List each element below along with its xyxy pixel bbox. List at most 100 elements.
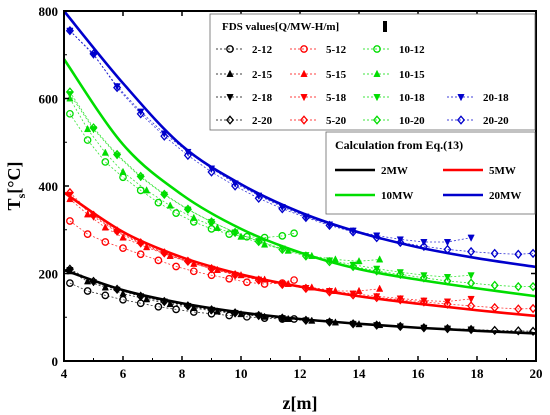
fds-legend-entry-10-15: 10-15 (363, 69, 425, 81)
data-point (172, 262, 180, 271)
fds-legend-entry-10-20: 10-20 (363, 115, 425, 127)
data-point (136, 109, 145, 119)
data-point (172, 209, 180, 217)
data-point (490, 248, 499, 259)
fds-legend-label: 2-18 (252, 92, 273, 104)
fds-legend-marker (226, 45, 234, 53)
data-point (467, 272, 475, 280)
fds-legend-label: 2-20 (252, 115, 273, 127)
x-tick-label: 12 (294, 366, 307, 381)
data-point (254, 193, 263, 203)
data-point (166, 299, 174, 308)
data-point (183, 150, 192, 161)
calc-legend-label: 10MW (381, 190, 413, 202)
x-tick-label: 8 (179, 366, 186, 381)
fds-series-line (69, 30, 534, 255)
fds-legend-marker (372, 115, 382, 125)
data-point (101, 158, 110, 166)
calc-legend-box (325, 131, 536, 215)
data-point (183, 204, 192, 214)
data-point (467, 295, 475, 304)
y-tick-label: 600 (39, 92, 59, 107)
calc-legend-entry-10MW: 10MW (335, 190, 413, 202)
fds-legend-label: 20-20 (483, 115, 509, 127)
data-point (136, 250, 145, 259)
fds-legend-label: 10-12 (399, 44, 425, 56)
data-point (142, 295, 151, 303)
x-axis-label: z[m] (283, 393, 318, 413)
fds-legend-items: 2-12 5-12 10-12 2-15 5-15 10-15 2-18 5-18 10-18 2… (216, 44, 509, 127)
fds-legend-label: 2-15 (252, 69, 273, 81)
fds-series-2-20 (65, 264, 538, 336)
data-point (66, 217, 74, 225)
calc-legend-label: 2MW (381, 165, 408, 177)
data-point (207, 217, 216, 227)
fds-legend-marker (373, 45, 381, 53)
data-point (260, 240, 269, 248)
fds-legend-marker (373, 94, 381, 102)
fds-legend-cursor (383, 21, 387, 32)
data-point (514, 304, 523, 314)
data-point (160, 189, 169, 200)
data-point (278, 204, 287, 214)
x-tick-label: 4 (61, 366, 68, 381)
fds-legend-entry-20-20: 20-20 (447, 115, 509, 127)
fds-legend-label: 5-18 (326, 92, 347, 104)
data-point (160, 131, 169, 141)
fds-series-line (69, 192, 534, 310)
fds-legend-marker (300, 94, 308, 102)
data-point (207, 167, 216, 177)
fds-legend-label: 10-15 (399, 69, 425, 81)
data-point (66, 279, 74, 287)
data-point (101, 223, 109, 231)
fds-legend-entry-5-18: 5-18 (290, 92, 347, 104)
data-point (278, 232, 287, 240)
calc-legend-title: Calculation from Eq.(13) (335, 138, 463, 152)
data-point (66, 109, 74, 118)
data-point (467, 234, 475, 242)
data-point (231, 227, 240, 238)
data-point (213, 223, 222, 231)
data-point (467, 246, 476, 257)
fds-legend-label: 5-20 (326, 115, 347, 127)
fds-legend-entry-2-12: 2-12 (216, 44, 273, 56)
fds-legend-marker (300, 69, 308, 77)
data-point (190, 303, 198, 312)
fds-series-5-12 (66, 217, 298, 288)
fds-legend-entry-2-18: 2-18 (216, 92, 273, 104)
data-point (225, 230, 234, 238)
data-point (119, 167, 127, 175)
data-point (443, 239, 452, 247)
data-point (172, 305, 180, 314)
calc-legend-label: 5MW (489, 165, 516, 177)
fds-legend-marker (226, 94, 234, 102)
fds-legend-entry-2-15: 2-15 (216, 69, 273, 81)
calc-legend-entry-2MW: 2MW (335, 165, 408, 177)
data-point (83, 136, 92, 144)
fds-legend-entry-10-18: 10-18 (363, 92, 425, 104)
data-point (119, 289, 127, 297)
data-point (490, 280, 499, 291)
data-point (372, 266, 381, 276)
data-point (154, 198, 163, 207)
calc-legend-label: 20MW (489, 190, 521, 202)
data-point (101, 283, 109, 291)
data-point (83, 277, 92, 285)
data-point (490, 325, 499, 336)
data-point (396, 237, 405, 248)
fds-legend-label: 2-12 (252, 44, 273, 56)
data-point (89, 49, 98, 59)
data-point (119, 173, 127, 182)
fds-legend-marker (226, 69, 234, 77)
data-point (419, 323, 428, 333)
y-axis-label-sub: s (14, 193, 28, 198)
calc-legend-items: 2MW 5MW 10MW 20MW (335, 165, 521, 202)
data-point (89, 123, 98, 133)
x-tick-label: 20 (530, 366, 543, 381)
fds-legend-box (209, 13, 536, 131)
data-point (290, 229, 298, 238)
data-point (113, 82, 122, 93)
data-point (349, 290, 358, 300)
